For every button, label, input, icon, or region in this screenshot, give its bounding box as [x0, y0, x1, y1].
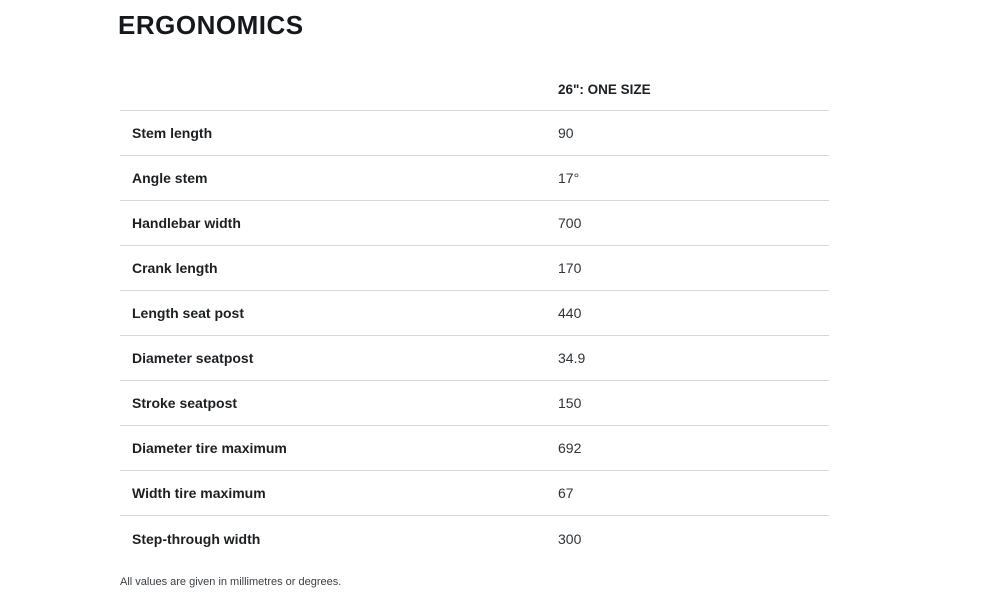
spec-value: 17° [558, 170, 580, 186]
table-row: Crank length 170 [120, 246, 829, 291]
spec-label: Width tire maximum [132, 485, 266, 501]
table-body: Stem length 90 Angle stem 17° Handlebar … [120, 111, 829, 561]
table-row: Diameter tire maximum 692 [120, 426, 829, 471]
table-header-row: 26": ONE SIZE [120, 68, 829, 111]
spec-label: Step-through width [132, 530, 261, 547]
spec-value: 34.9 [558, 350, 586, 366]
spec-value: 90 [558, 125, 574, 141]
spec-label: Length seat post [132, 305, 245, 321]
spec-label: Diameter tire maximum [132, 440, 287, 456]
size-column-header: 26": ONE SIZE [558, 81, 651, 97]
footnote: All values are given in millimetres or d… [120, 576, 342, 588]
table-row: Stroke seatpost 150 [120, 381, 829, 426]
spec-label: Angle stem [132, 170, 208, 186]
table-row: Step-through width 300 [120, 516, 829, 561]
spec-value: 67 [558, 485, 574, 501]
table-row: Length seat post 440 [120, 291, 829, 336]
spec-value: 692 [558, 440, 582, 456]
ergonomics-table: 26": ONE SIZE Stem length 90 Angle stem … [120, 68, 829, 561]
spec-label: Crank length [132, 260, 218, 276]
table-row: Angle stem 17° [120, 156, 829, 201]
spec-value: 700 [558, 215, 582, 231]
spec-label: Stroke seatpost [132, 395, 238, 411]
spec-label: Diameter seatpost [132, 350, 254, 366]
table-row: Handlebar width 700 [120, 201, 829, 246]
spec-value: 440 [558, 305, 582, 321]
table-row: Width tire maximum 67 [120, 471, 829, 516]
spec-label: Stem length [132, 125, 213, 141]
page-title: ERGONOMICS [118, 10, 304, 40]
table-row: Diameter seatpost 34.9 [120, 336, 829, 381]
spec-value: 150 [558, 395, 582, 411]
spec-value: 170 [558, 260, 582, 276]
spec-value: 300 [558, 530, 582, 547]
table-row: Stem length 90 [120, 111, 829, 156]
spec-label: Handlebar width [132, 215, 241, 231]
